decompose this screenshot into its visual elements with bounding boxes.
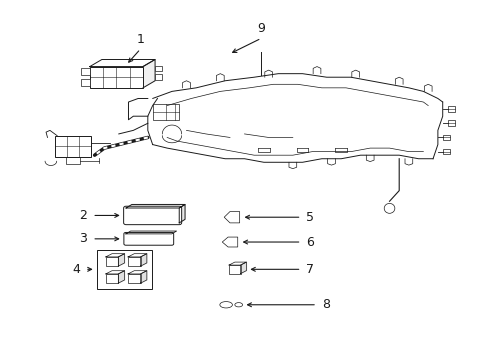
Polygon shape xyxy=(142,59,155,88)
Polygon shape xyxy=(224,212,239,223)
Bar xyxy=(65,157,80,164)
Bar xyxy=(81,79,90,86)
Ellipse shape xyxy=(384,203,394,213)
Polygon shape xyxy=(128,254,146,257)
Polygon shape xyxy=(118,254,124,266)
Text: 3: 3 xyxy=(80,232,87,245)
Bar xyxy=(128,274,140,283)
Bar xyxy=(447,106,454,112)
Bar xyxy=(228,265,240,274)
Ellipse shape xyxy=(220,302,232,308)
Polygon shape xyxy=(118,271,124,283)
Text: 9: 9 xyxy=(257,22,265,35)
FancyBboxPatch shape xyxy=(123,206,181,225)
Bar xyxy=(55,136,91,157)
Polygon shape xyxy=(222,237,237,247)
Text: 2: 2 xyxy=(80,209,87,222)
Ellipse shape xyxy=(234,303,242,307)
Bar xyxy=(447,121,454,126)
Bar xyxy=(155,75,162,80)
Polygon shape xyxy=(228,262,246,265)
Bar xyxy=(128,257,140,266)
Bar xyxy=(105,274,118,283)
Bar xyxy=(97,250,152,289)
Bar xyxy=(155,66,162,71)
Bar xyxy=(81,68,90,76)
Polygon shape xyxy=(105,271,124,274)
Text: 6: 6 xyxy=(306,235,314,248)
Bar xyxy=(442,149,449,154)
Polygon shape xyxy=(126,204,184,208)
Polygon shape xyxy=(105,254,124,257)
Polygon shape xyxy=(125,231,176,234)
Bar xyxy=(105,257,118,266)
Text: 7: 7 xyxy=(306,263,314,276)
Bar xyxy=(90,67,142,88)
Polygon shape xyxy=(128,271,146,274)
Polygon shape xyxy=(140,271,146,283)
Bar xyxy=(442,135,449,140)
Text: 1: 1 xyxy=(136,33,144,46)
Polygon shape xyxy=(179,204,184,223)
Bar xyxy=(152,104,179,120)
Polygon shape xyxy=(240,262,246,274)
Text: 4: 4 xyxy=(72,263,80,276)
FancyBboxPatch shape xyxy=(123,233,173,245)
Text: 8: 8 xyxy=(321,298,329,311)
Text: 5: 5 xyxy=(306,211,314,224)
Polygon shape xyxy=(140,254,146,266)
Polygon shape xyxy=(90,59,155,67)
